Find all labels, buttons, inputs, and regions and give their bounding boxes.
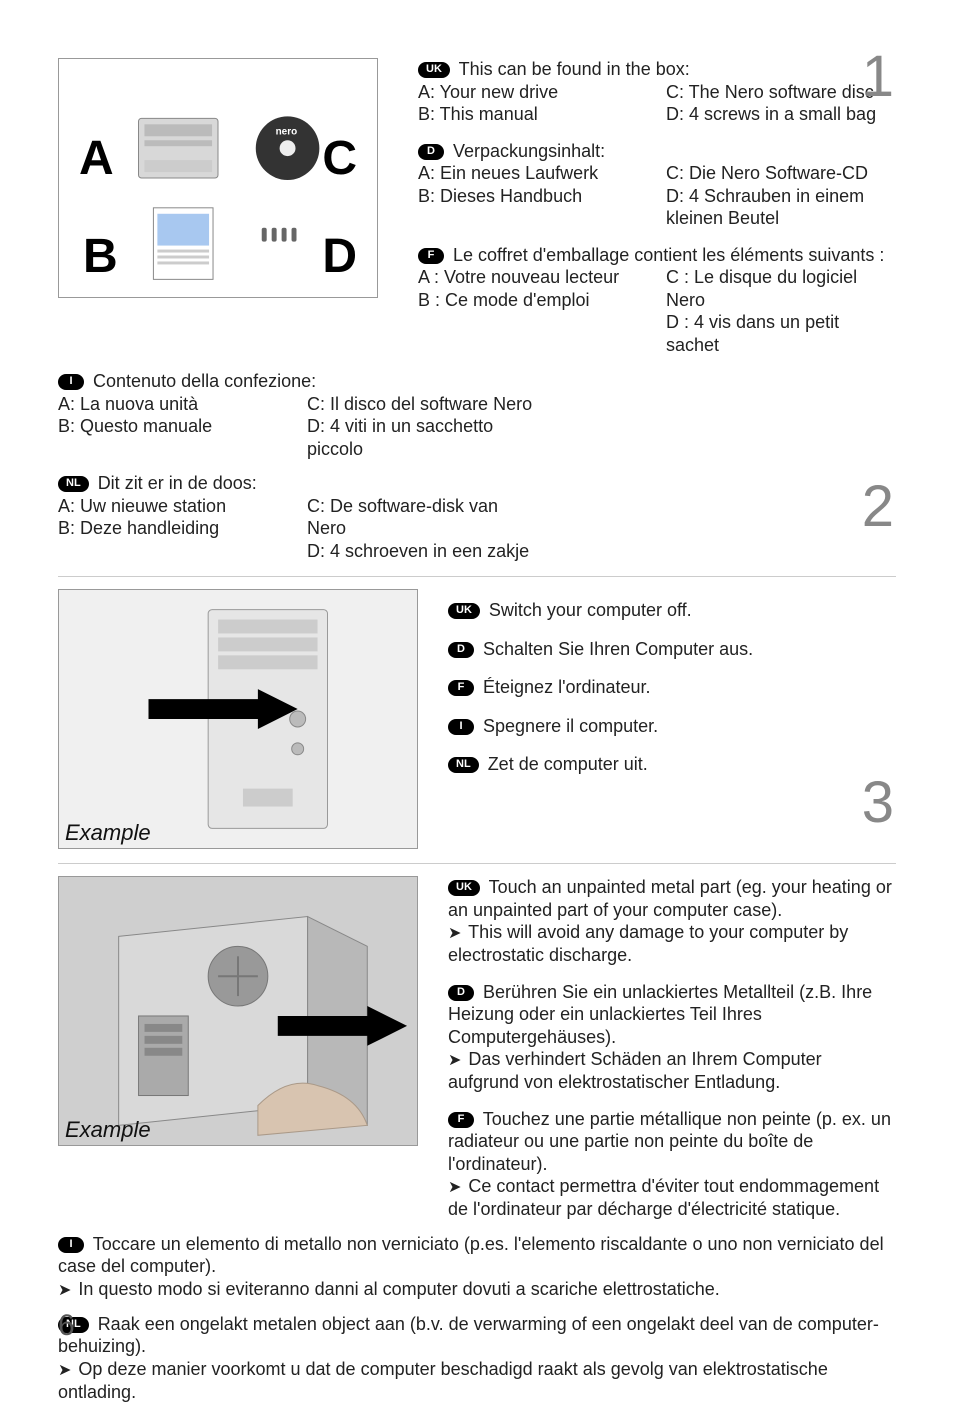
- s3-uk-line1: Touch an unpainted metal part (eg. your …: [448, 877, 892, 920]
- step-number-1: 1: [862, 48, 894, 106]
- badge-nl: NL: [58, 476, 89, 492]
- s3-de: D Berühren Sie ein unlackiertes Metallte…: [448, 981, 896, 1094]
- s1-fr-b: B : Ce mode d'emploi: [418, 289, 648, 312]
- s2-nl: NL Zet de computer uit.: [448, 753, 896, 776]
- badge-it: I: [58, 374, 84, 390]
- s1-fr-intro: Le coffret d'emballage contient les élém…: [453, 245, 884, 265]
- s1-de-d: D: 4 Schrauben in einem kleinen Beutel: [666, 185, 896, 230]
- badge-uk-2: UK: [448, 603, 480, 619]
- section3-text-right: UK Touch an unpainted metal part (eg. yo…: [448, 876, 896, 1221]
- badge-fr-3: F: [448, 1112, 474, 1128]
- s1-it-b: B: Questo manuale: [58, 415, 289, 438]
- s3-uk: UK Touch an unpainted metal part (eg. yo…: [448, 876, 896, 967]
- arrow-icon: ➤: [448, 1179, 461, 1196]
- svg-text:nero: nero: [276, 126, 298, 137]
- s2-uk: UK Switch your computer off.: [448, 599, 896, 622]
- s1-uk-a: A: Your new drive: [418, 81, 648, 104]
- s3-uk-line2: This will avoid any damage to your compu…: [448, 922, 848, 965]
- s1-nl-intro: Dit zit er in de doos:: [98, 473, 257, 493]
- step-number-3: 3: [862, 774, 894, 832]
- diagram-label-b: B: [83, 229, 118, 284]
- s2-nl-text: Zet de computer uit.: [488, 754, 648, 774]
- diagram-label-a: A: [79, 131, 114, 186]
- divider-1: [58, 576, 896, 577]
- s1-nl: NL Dit zit er in de doos: A: Uw nieuwe s…: [58, 472, 896, 562]
- s3-de-line1: Berühren Sie ein unlackiertes Metallteil…: [448, 982, 872, 1047]
- s2-it-text: Spegnere il computer.: [483, 716, 658, 736]
- s2-it: I Spegnere il computer.: [448, 715, 896, 738]
- s3-de-line2: Das verhindert Schäden an Ihrem Computer…: [448, 1049, 822, 1092]
- s1-nl-a: A: Uw nieuwe station: [58, 495, 289, 518]
- touch-metal-diagram: Example: [58, 876, 418, 1146]
- page-number: 6: [58, 1309, 75, 1343]
- section-1: A B C D nero: [58, 58, 896, 356]
- arrow-icon: ➤: [448, 1052, 461, 1069]
- divider-2: [58, 863, 896, 864]
- s1-fr-c: C : Le disque du logiciel Nero: [666, 266, 896, 311]
- s1-it: I Contenuto della confezione: A: La nuov…: [58, 370, 896, 460]
- s1-uk-intro: This can be found in the box:: [459, 59, 690, 79]
- s1-fr-d: D : 4 vis dans un petit sachet: [666, 311, 896, 356]
- step-number-2: 2: [862, 478, 894, 536]
- arrow-icon: ➤: [58, 1362, 71, 1379]
- s1-nl-b: B: Deze handleiding: [58, 517, 289, 540]
- s2-uk-text: Switch your computer off.: [489, 600, 692, 620]
- s1-de-c: C: Die Nero Software-CD: [666, 162, 896, 185]
- box-contents-diagram: A B C D nero: [58, 58, 378, 298]
- s3-nl-line1: Raak een ongelakt metalen object aan (b.…: [58, 1314, 879, 1357]
- s1-fr: F Le coffret d'emballage contient les él…: [418, 244, 896, 357]
- s1-nl-c: C: De software-disk van Nero: [307, 495, 538, 540]
- s3-fr-line1: Touchez une partie métallique non peinte…: [448, 1109, 891, 1174]
- s1-uk: UK This can be found in the box: A: Your…: [418, 58, 896, 126]
- s3-it: I Toccare un elemento di metallo non ver…: [58, 1233, 896, 1301]
- s1-uk-b: B: This manual: [418, 103, 648, 126]
- badge-de: D: [418, 144, 444, 160]
- section2-text: UK Switch your computer off. D Schalten …: [448, 589, 896, 849]
- s2-fr: F Éteignez l'ordinateur.: [448, 676, 896, 699]
- arrow-icon: ➤: [448, 925, 461, 942]
- tower-svg: [59, 589, 417, 849]
- s3-nl: NL Raak een ongelakt metalen object aan …: [58, 1313, 896, 1403]
- badge-de-2: D: [448, 642, 474, 658]
- case-back-svg: [59, 876, 417, 1146]
- example-label-2: Example: [65, 820, 151, 846]
- section-3: Example UK Touch an unpainted metal part…: [58, 876, 896, 1221]
- s2-fr-text: Éteignez l'ordinateur.: [483, 677, 651, 697]
- s3-fr: F Touchez une partie métallique non pein…: [448, 1108, 896, 1221]
- s1-it-c: C: Il disco del software Nero: [307, 393, 538, 416]
- s3-nl-line2: Op deze manier voorkomt u dat de compute…: [58, 1359, 828, 1402]
- badge-fr-2: F: [448, 680, 474, 696]
- s1-de-intro: Verpackungsinhalt:: [453, 141, 605, 161]
- s3-fr-line2: Ce contact permettra d'éviter tout endom…: [448, 1176, 879, 1219]
- s1-de: D Verpackungsinhalt: A: Ein neues Laufwe…: [418, 140, 896, 230]
- s1-de-b: B: Dieses Handbuch: [418, 185, 648, 208]
- diagram-label-c: C: [322, 131, 357, 186]
- s1-it-a: A: La nuova unità: [58, 393, 289, 416]
- s1-de-a: A: Ein neues Laufwerk: [418, 162, 648, 185]
- badge-de-3: D: [448, 985, 474, 1001]
- badge-it-3: I: [58, 1237, 84, 1253]
- s1-fr-a: A : Votre nouveau lecteur: [418, 266, 648, 289]
- badge-uk: UK: [418, 62, 450, 78]
- s1-it-intro: Contenuto della confezione:: [93, 371, 316, 391]
- badge-uk-3: UK: [448, 880, 480, 896]
- s2-de: D Schalten Sie Ihren Computer aus.: [448, 638, 896, 661]
- section-2: Example UK Switch your computer off. D S…: [58, 589, 896, 849]
- arrow-icon: ➤: [58, 1282, 71, 1299]
- diagram-label-d: D: [322, 229, 357, 284]
- s1-it-d: D: 4 viti in un sacchetto piccolo: [307, 415, 538, 460]
- s3-it-line1: Toccare un elemento di metallo non verni…: [58, 1234, 884, 1277]
- s3-it-line2: In questo modo si eviteranno danni al co…: [78, 1279, 719, 1299]
- computer-tower-diagram: Example: [58, 589, 418, 849]
- badge-fr: F: [418, 248, 444, 264]
- badge-nl-2: NL: [448, 757, 479, 773]
- s1-nl-d: D: 4 schroeven in een zakje: [307, 540, 538, 563]
- section1-text: UK This can be found in the box: A: Your…: [418, 58, 896, 356]
- s2-de-text: Schalten Sie Ihren Computer aus.: [483, 639, 753, 659]
- example-label-3: Example: [65, 1117, 151, 1143]
- badge-it-2: I: [448, 719, 474, 735]
